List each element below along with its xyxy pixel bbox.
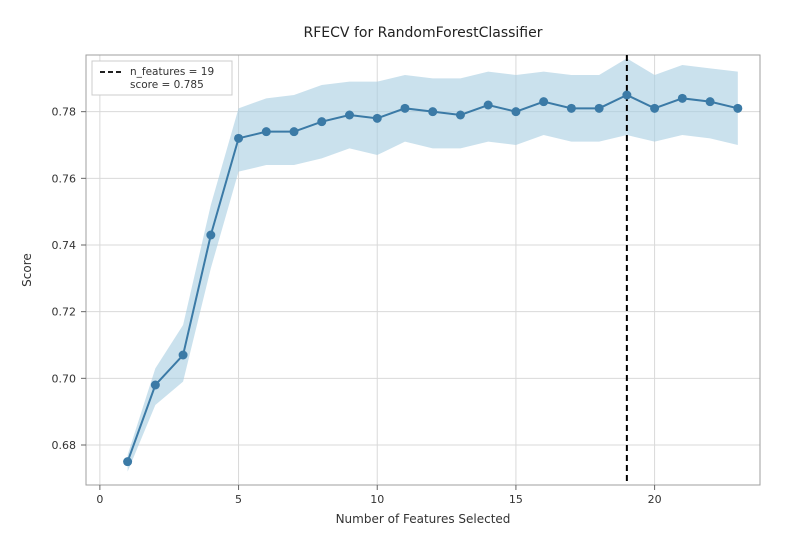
y-tick-label: 0.78 bbox=[52, 106, 77, 119]
score-marker bbox=[733, 104, 742, 113]
x-tick-label: 15 bbox=[509, 493, 523, 506]
chart-title: RFECV for RandomForestClassifier bbox=[304, 25, 543, 41]
x-tick-label: 5 bbox=[235, 493, 242, 506]
score-marker bbox=[179, 351, 188, 360]
score-marker bbox=[428, 107, 437, 116]
score-marker bbox=[650, 104, 659, 113]
score-marker bbox=[484, 101, 493, 110]
score-marker bbox=[678, 94, 687, 103]
score-marker bbox=[706, 97, 715, 106]
score-marker bbox=[123, 457, 132, 466]
legend-line-2: score = 0.785 bbox=[130, 79, 204, 91]
score-marker bbox=[595, 104, 604, 113]
score-marker bbox=[373, 114, 382, 123]
y-tick-label: 0.68 bbox=[52, 439, 77, 452]
score-marker bbox=[567, 104, 576, 113]
x-tick-label: 10 bbox=[370, 493, 384, 506]
x-axis-label: Number of Features Selected bbox=[336, 512, 511, 526]
score-marker bbox=[317, 117, 326, 126]
legend-line-1: n_features = 19 bbox=[130, 66, 214, 78]
score-marker bbox=[345, 111, 354, 120]
score-marker bbox=[539, 97, 548, 106]
score-marker bbox=[456, 111, 465, 120]
score-marker bbox=[151, 381, 160, 390]
y-axis-label: Score bbox=[20, 253, 34, 287]
y-tick-label: 0.76 bbox=[52, 172, 77, 185]
x-tick-label: 0 bbox=[96, 493, 103, 506]
x-tick-label: 20 bbox=[648, 493, 662, 506]
score-marker bbox=[290, 127, 299, 136]
y-tick-label: 0.74 bbox=[52, 239, 77, 252]
score-marker bbox=[622, 91, 631, 100]
score-marker bbox=[262, 127, 271, 136]
score-marker bbox=[511, 107, 520, 116]
score-marker bbox=[400, 104, 409, 113]
y-tick-label: 0.70 bbox=[52, 372, 77, 385]
chart-container: 0 5 10 15 20 0.68 0.70 0.72 0.74 0.76 0.78 Number o… bbox=[0, 0, 800, 550]
score-marker bbox=[206, 231, 215, 240]
score-marker bbox=[234, 134, 243, 143]
rfecv-chart: 0 5 10 15 20 0.68 0.70 0.72 0.74 0.76 0.78 Number o… bbox=[0, 0, 800, 550]
y-tick-label: 0.72 bbox=[52, 306, 77, 319]
